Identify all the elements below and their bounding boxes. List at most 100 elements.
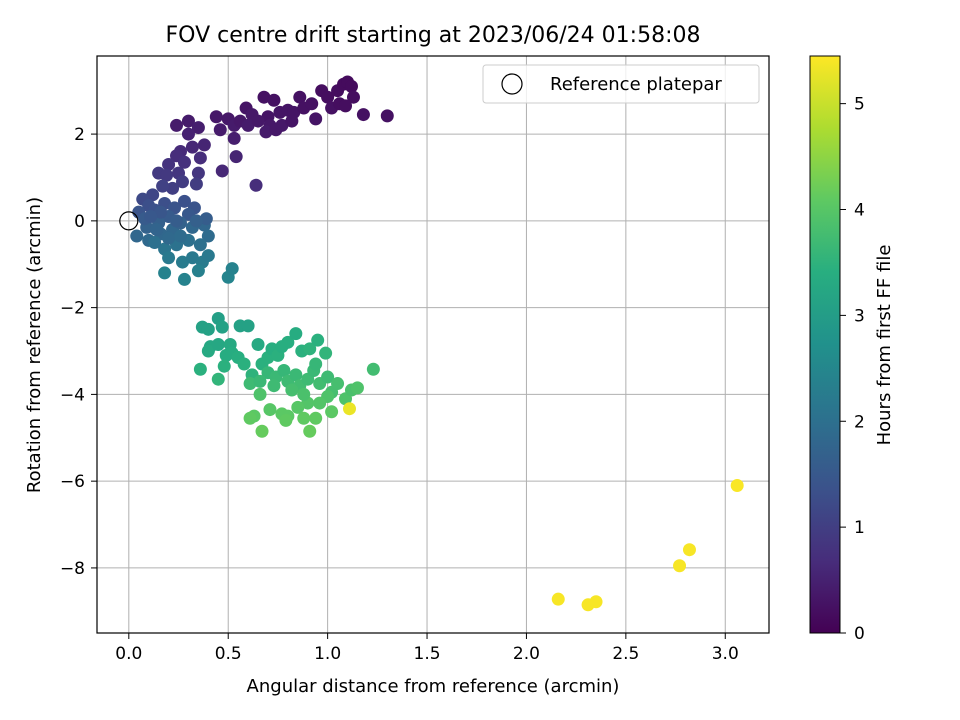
colorbar-tick-label: 3 [854, 306, 865, 326]
data-point [325, 405, 339, 419]
data-point [201, 249, 215, 263]
plot-area-frame [96, 55, 770, 634]
colorbar-label: Hours from first FF file [874, 245, 895, 446]
reference-marker [119, 211, 139, 231]
data-point [249, 178, 263, 192]
data-point [263, 403, 277, 417]
data-point [162, 251, 176, 265]
x-tick-label: 0.0 [115, 644, 142, 664]
y-tick-label: 2 [74, 125, 85, 145]
data-point [170, 118, 184, 132]
data-point [297, 387, 311, 401]
data-point [193, 151, 207, 165]
data-point [191, 166, 205, 180]
data-point [237, 357, 251, 371]
data-point [197, 138, 211, 152]
x-tick-label: 2.5 [612, 644, 639, 664]
data-point [227, 131, 241, 145]
data-point [589, 595, 603, 609]
data-point [255, 424, 269, 438]
data-point [241, 319, 255, 333]
data-point [277, 364, 291, 378]
data-point [177, 194, 191, 208]
data-point [211, 338, 225, 351]
data-point [215, 164, 229, 178]
data-point [281, 335, 295, 349]
colorbar [809, 55, 841, 634]
y-tick-label: −8 [60, 559, 85, 579]
data-point [175, 175, 189, 189]
data-point [144, 210, 158, 224]
data-point [166, 181, 180, 195]
data-point [289, 327, 303, 341]
data-point [682, 543, 696, 557]
data-point [297, 411, 311, 425]
data-point [201, 344, 215, 358]
data-point [673, 559, 687, 573]
data-point [251, 338, 265, 351]
data-point [185, 140, 199, 154]
data-point [130, 229, 144, 243]
data-point [199, 212, 213, 226]
data-point [225, 262, 239, 276]
x-axis-label: Angular distance from reference (arcmin) [247, 676, 620, 697]
data-point [251, 114, 265, 128]
data-point [350, 381, 364, 395]
data-point [289, 368, 303, 382]
data-point [285, 114, 299, 128]
data-point [339, 99, 353, 113]
data-point [175, 255, 189, 269]
data-point [346, 90, 360, 104]
data-point [319, 346, 333, 360]
data-point [160, 168, 174, 182]
x-tick-label: 3.0 [712, 644, 739, 664]
colorbar-tick-label: 2 [854, 412, 865, 432]
grid-lines [97, 56, 769, 633]
data-point [551, 592, 565, 606]
data-point [217, 359, 231, 373]
data-point [201, 322, 215, 336]
legend-entry-reference-platepar: Reference platepar [550, 74, 722, 95]
data-point [267, 379, 281, 393]
data-point [279, 413, 293, 427]
data-point [285, 383, 299, 397]
y-axis-ticks: 2 0 −2 −4 −6 −8 [60, 125, 97, 579]
data-point [311, 333, 325, 347]
y-tick-label: −2 [60, 299, 85, 319]
data-point [209, 110, 223, 124]
legend-reference-marker-icon [501, 73, 523, 95]
data-point [321, 370, 335, 384]
y-tick-label: 0 [74, 212, 85, 232]
data-point [148, 236, 162, 250]
data-point [241, 118, 255, 132]
data-point [162, 231, 176, 245]
data-point [211, 372, 225, 386]
data-point [305, 97, 319, 111]
data-point [293, 90, 307, 104]
x-tick-label: 1.5 [414, 644, 441, 664]
colorbar-tick-label: 5 [854, 95, 865, 115]
data-point [185, 251, 199, 265]
data-point [181, 114, 195, 128]
colorbar-ticks: 0 1 2 3 4 5 [840, 95, 865, 644]
data-point [193, 362, 207, 376]
data-point [275, 118, 289, 132]
data-point [344, 79, 358, 93]
colorbar-tick-label: 1 [854, 518, 865, 538]
colorbar-tick-label: 0 [854, 624, 865, 644]
data-point [313, 396, 327, 410]
data-point [267, 93, 281, 107]
y-axis-label: Rotation from reference (arcmin) [24, 197, 45, 493]
data-point [309, 411, 323, 425]
data-point [243, 411, 257, 425]
colorbar-tick-label: 4 [854, 201, 865, 221]
data-point [331, 377, 345, 391]
scatter-points [130, 75, 744, 612]
chart-title: FOV centre drift starting at 2023/06/24 … [166, 23, 701, 48]
data-point [253, 387, 267, 401]
data-point [356, 108, 370, 122]
data-point [177, 155, 191, 169]
data-point [162, 157, 176, 171]
data-point [303, 424, 317, 438]
